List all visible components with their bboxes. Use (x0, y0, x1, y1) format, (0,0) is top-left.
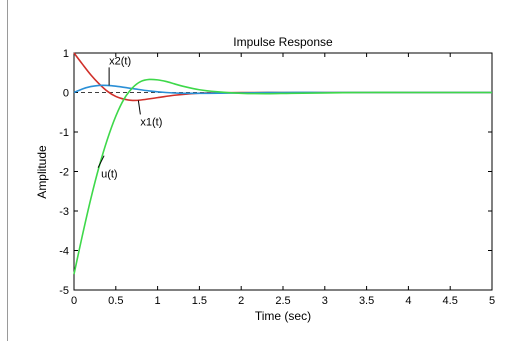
x-tick-label: 1.5 (192, 295, 207, 307)
annotation-label: x2(t) (109, 55, 131, 67)
x-tick-label: 4 (405, 295, 411, 307)
x-tick-label: 0 (71, 295, 77, 307)
y-tick-label: -4 (59, 246, 69, 258)
annotation-layer: x2(t) x1(t) u(t) (97, 55, 162, 181)
y-axis-ticks: 1 0 -1 -2 -3 -4 -5 (59, 48, 492, 297)
x-axis-label: Time (sec) (255, 309, 311, 323)
annotation-pointer (137, 100, 141, 115)
y-tick-label: 0 (63, 88, 69, 100)
annotation-label: x1(t) (140, 116, 162, 128)
x-tick-label: 3.5 (359, 295, 374, 307)
y-tick-label: -5 (59, 285, 69, 297)
annotation-pointer (97, 155, 105, 168)
series-line-ut (73, 78, 492, 275)
y-axis-label: Amplitude (35, 145, 49, 199)
x-tick-label: 1 (155, 295, 161, 307)
x-axis-ticks: 0 0.5 1 1.5 2 2.5 3 3.5 4 4.5 5 (71, 53, 495, 307)
y-tick-label: -3 (59, 206, 69, 218)
series-layer (73, 52, 492, 275)
x-tick-label: 3 (322, 295, 328, 307)
left-border-line (7, 0, 8, 341)
annotation-label: u(t) (101, 169, 118, 181)
x-tick-label: 4.5 (443, 295, 458, 307)
x-tick-label: 0.5 (108, 295, 123, 307)
y-tick-label: 1 (63, 48, 69, 60)
x-tick-label: 2 (238, 295, 244, 307)
y-tick-label: -1 (59, 127, 69, 139)
y-tick-label: -2 (59, 167, 69, 179)
chart-title: Impulse Response (233, 35, 333, 49)
x-tick-label: 2.5 (275, 295, 290, 307)
x-tick-label: 5 (489, 295, 495, 307)
